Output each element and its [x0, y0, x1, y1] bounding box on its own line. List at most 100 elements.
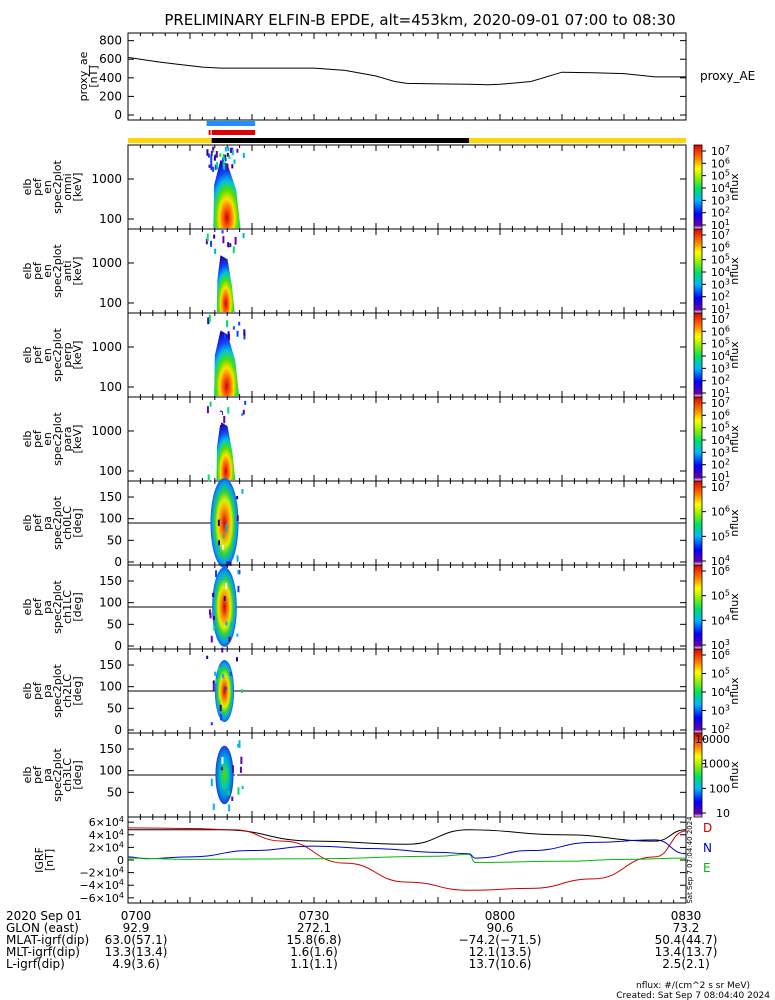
en_omni-pixel — [224, 154, 227, 158]
pa_ch2-pixel — [215, 678, 218, 684]
grf-ytick-label: 2×104 — [89, 840, 124, 854]
en_omni-pixel — [223, 161, 226, 167]
footer-row-label: 2020 Sep 01 — [6, 909, 82, 923]
en_anti-pixel — [222, 236, 225, 244]
pa_ch3-pixel — [237, 743, 240, 748]
ae-ytick-label: 400 — [99, 71, 122, 85]
en_perp-ylabel: perp — [61, 342, 74, 367]
en_omni-pixel — [212, 152, 215, 156]
footer-cell: 1.1(1.1) — [290, 957, 338, 971]
grf-ytick-label: −2×104 — [79, 866, 124, 880]
footer-row-label: L-igrf(dip) — [6, 957, 65, 971]
en_perp-cbar-title: nflux — [728, 341, 741, 369]
pa_ch1-pixel — [208, 609, 211, 615]
grf-ytick-label: 6×104 — [89, 815, 124, 829]
pa_ch0-ylabel: [deg] — [71, 508, 84, 537]
pa_ch2-pixel — [212, 683, 215, 691]
en_anti-pixel — [210, 240, 213, 247]
en_para-pixel — [219, 411, 222, 417]
footer-cell: 1.6(1.6) — [290, 945, 338, 959]
en_para-pixel — [244, 400, 247, 405]
en_para-pixel — [207, 401, 210, 406]
pa_ch1-pixel — [212, 615, 215, 620]
pa_ch3-pixel — [240, 756, 243, 764]
pa_ch0-pixel — [225, 523, 228, 532]
pa_ch3-ylabel: ch3LC — [61, 758, 74, 792]
pa_ch0-pixel — [226, 561, 229, 565]
pa_ch2-cbar-label: 102 — [711, 722, 730, 736]
en_anti-cbar-label: 106 — [711, 240, 730, 254]
en_para-colorbar — [693, 396, 703, 482]
pa_ch2-ylabel: pa — [41, 684, 54, 698]
en_omni-ylabel: en — [41, 180, 54, 194]
en_para-ytick-label: 100 — [99, 464, 122, 478]
en_perp-pixel — [243, 332, 246, 340]
en_perp-pixel — [236, 330, 239, 337]
en_perp-spectrum-blob — [214, 330, 240, 396]
ae-legend: proxy_AE — [700, 69, 755, 83]
en_perp-frame — [127, 312, 687, 398]
pa_ch0-ytick-label: 0 — [114, 555, 122, 569]
pa_ch3-ylabel: elb — [21, 767, 34, 784]
en_anti-ylabel: elb — [21, 263, 34, 280]
pa_ch2-pixel — [218, 666, 221, 674]
grf-ytick-label: 0 — [117, 854, 124, 867]
pa_ch2-pixel — [222, 673, 225, 679]
en_omni-colorbar — [693, 144, 703, 230]
en_omni-pixel — [208, 164, 211, 168]
en_anti-cbar-label: 107 — [711, 228, 730, 242]
blue-marker — [206, 121, 256, 126]
pa_ch2-colorbar — [693, 648, 703, 734]
en_para-pixel — [227, 399, 230, 408]
pa_ch3-cbar-label: 10000 — [695, 733, 730, 746]
pa_ch3-pixel — [235, 774, 238, 781]
footer-cell: 4.9(3.6) — [112, 957, 160, 971]
pa_ch3-ylabel: spec2plot — [51, 748, 64, 802]
en_para-ylabel: en — [41, 432, 54, 446]
footer-cell: 0830 — [671, 909, 702, 923]
en_para-pixel — [227, 407, 230, 414]
en_omni-pixel — [227, 146, 230, 152]
en_omni-pixel — [222, 153, 225, 160]
en_omni-pixel — [226, 152, 229, 157]
pa_ch2-ylabel: elb — [21, 683, 34, 700]
en_para-spectrum-blob — [216, 422, 236, 480]
en_omni-ylabel: omni — [61, 173, 74, 200]
en_perp-ylabel: elb — [21, 347, 34, 364]
en_omni-ylabel: elb — [21, 179, 34, 196]
pa_ch1-pa-blob — [212, 567, 237, 647]
en_omni-pixel — [210, 150, 213, 156]
grf-legend-E: E — [703, 861, 711, 875]
en_anti-cbar-label: 103 — [711, 277, 730, 291]
pa_ch1-pixel — [228, 636, 231, 642]
pa_ch1-ytick-label: 100 — [99, 596, 122, 610]
pa_ch3-cbar-label: 1000 — [702, 758, 730, 771]
en_perp-cbar-label: 101 — [711, 386, 730, 400]
grf-ytick-label: 4×104 — [89, 828, 124, 842]
pa_ch0-pixel — [236, 495, 239, 500]
pa_ch1-ytick-label: 0 — [114, 639, 122, 653]
en_perp-pixel — [213, 322, 216, 327]
en_perp-pixel — [238, 321, 241, 326]
pa_ch2-ytick-label: 100 — [99, 680, 122, 694]
en_perp-cbar-label: 106 — [711, 324, 730, 338]
pa_ch2-ylabel: pef — [31, 681, 44, 700]
pa_ch3-pixel — [239, 766, 242, 773]
pa_ch3-cbar-title: nflux — [728, 761, 741, 789]
pa_ch0-pixel — [236, 515, 239, 521]
footer-cell: 0700 — [121, 909, 152, 923]
en_perp-cbar-label: 104 — [711, 349, 730, 363]
en_perp-pixel — [208, 314, 211, 323]
footer-cell: 0730 — [299, 909, 330, 923]
footer-row-label: GLON (east) — [6, 921, 79, 935]
en_perp-pixel — [224, 333, 227, 340]
pa_ch2-pixel — [219, 704, 222, 712]
ae-ytick-label: 800 — [99, 34, 122, 48]
pa_ch2-ylabel: [deg] — [71, 676, 84, 705]
grf-series-D — [127, 827, 687, 891]
en_omni-ylabel: spec2plot — [51, 160, 64, 214]
en_omni-pixel — [212, 147, 215, 155]
pa_ch2-cbar-label: 105 — [711, 667, 730, 681]
pa_ch3-ylabel: pa — [41, 768, 54, 782]
pa_ch1-cbar-label: 106 — [711, 564, 730, 578]
